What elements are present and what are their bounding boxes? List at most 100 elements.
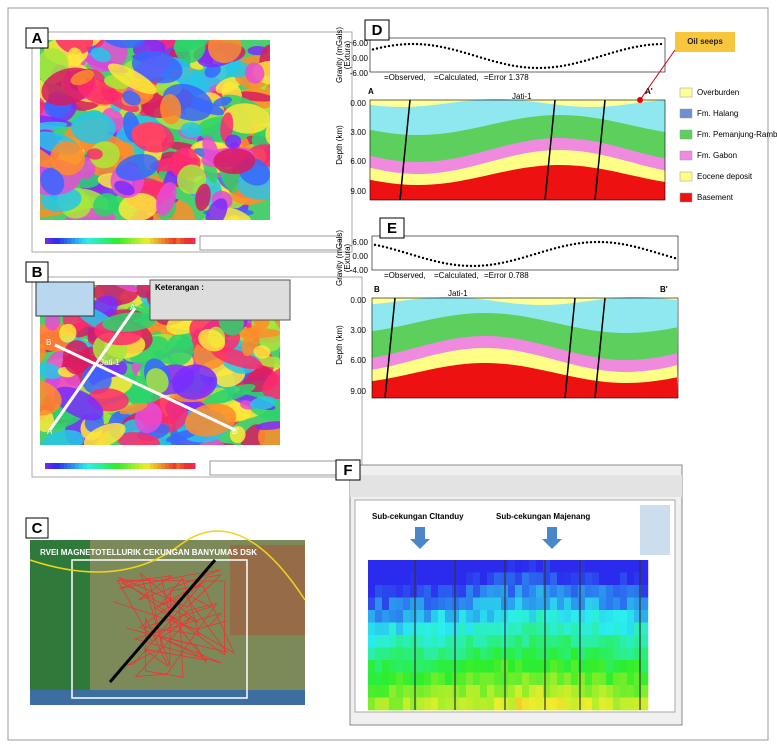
model-cell <box>522 685 529 698</box>
model-cell <box>410 685 417 698</box>
model-cell <box>487 623 494 636</box>
gravity-point <box>436 45 438 47</box>
model-cell <box>368 585 375 598</box>
model-cell <box>536 685 543 698</box>
gravity-point <box>478 265 480 267</box>
gravity-point <box>398 250 400 252</box>
gravity-point <box>674 257 676 259</box>
model-cell <box>578 560 585 573</box>
colorbar-cell <box>45 463 49 469</box>
model-cell <box>473 673 480 686</box>
model-cell <box>550 573 557 586</box>
model-cell <box>368 660 375 673</box>
gravity-point <box>552 66 554 68</box>
gravity-point <box>486 264 488 266</box>
gravity-point <box>380 46 382 48</box>
model-cell <box>431 623 438 636</box>
model-cell <box>620 673 627 686</box>
model-cell <box>473 685 480 698</box>
colorbar-cell <box>79 463 83 469</box>
model-cell <box>424 648 431 661</box>
model-cell <box>480 685 487 698</box>
model-cell <box>620 573 627 586</box>
anomaly <box>163 0 215 35</box>
line-label: B' <box>232 427 239 436</box>
model-cell <box>508 560 515 573</box>
model-cell <box>466 573 473 586</box>
model-cell <box>438 598 445 611</box>
gravity-point <box>574 243 576 245</box>
model-cell <box>508 698 515 711</box>
model-cell <box>543 573 550 586</box>
line-label: A <box>47 427 53 436</box>
model-cell <box>550 648 557 661</box>
model-cell <box>522 648 529 661</box>
model-cell <box>515 673 522 686</box>
colorbar-cell <box>165 238 169 244</box>
gravity-point <box>428 44 430 46</box>
gravity-point <box>404 43 406 45</box>
gravity-point <box>630 245 632 247</box>
gravity-point <box>496 61 498 63</box>
model-cell <box>445 648 452 661</box>
model-cell <box>494 585 501 598</box>
model-cell <box>641 623 648 636</box>
model-cell <box>543 623 550 636</box>
colorbar-cell <box>71 463 75 469</box>
gravity-point <box>530 254 532 256</box>
model-cell <box>578 610 585 623</box>
legend-label: Eocene deposit <box>697 172 753 181</box>
model-cell <box>557 560 564 573</box>
gravity-point <box>538 252 540 254</box>
gravity-point <box>536 67 538 69</box>
model-cell <box>515 685 522 698</box>
gravity-point <box>484 58 486 60</box>
legend-title: Keterangan : <box>155 283 204 292</box>
model-cell <box>494 673 501 686</box>
model-cell <box>494 648 501 661</box>
gravity-point <box>432 44 434 46</box>
model-cell <box>627 623 634 636</box>
colorbar-cell <box>143 238 147 244</box>
gravity-point <box>626 244 628 246</box>
model-cell <box>375 648 382 661</box>
model-cell <box>613 560 620 573</box>
model-cell <box>571 610 578 623</box>
model-cell <box>466 598 473 611</box>
colorbar-cell <box>49 238 53 244</box>
model-cell <box>466 560 473 573</box>
model-cell <box>599 648 606 661</box>
model-cell <box>606 560 613 573</box>
model-cell <box>403 598 410 611</box>
model-cell <box>536 648 543 661</box>
model-cell <box>557 585 564 598</box>
model-cell <box>459 598 466 611</box>
gravity-point <box>660 43 662 45</box>
model-cell <box>536 698 543 711</box>
model-cell <box>529 635 536 648</box>
model-cell <box>536 660 543 673</box>
colorbar-cell <box>158 238 162 244</box>
model-cell <box>550 610 557 623</box>
model-cell <box>522 585 529 598</box>
gravity-point <box>402 251 404 253</box>
basin-label: Sub-cekungan CItanduy <box>372 512 464 521</box>
panel-label: D <box>372 22 383 39</box>
model-cell <box>515 635 522 648</box>
model-cell <box>592 685 599 698</box>
model-cell <box>606 623 613 636</box>
model-cell <box>515 585 522 598</box>
model-cell <box>571 560 578 573</box>
colorbar-cell <box>109 238 113 244</box>
model-cell <box>487 660 494 673</box>
model-cell <box>410 648 417 661</box>
model-cell <box>396 623 403 636</box>
model-cell <box>515 623 522 636</box>
tick-label: 3.00 <box>350 128 366 137</box>
gravity-point <box>468 53 470 55</box>
model-cell <box>641 673 648 686</box>
well-label: Jati-1 <box>512 92 532 101</box>
tick-label: 0.00 <box>350 99 366 108</box>
model-cell <box>403 698 410 711</box>
terrain <box>30 540 90 705</box>
